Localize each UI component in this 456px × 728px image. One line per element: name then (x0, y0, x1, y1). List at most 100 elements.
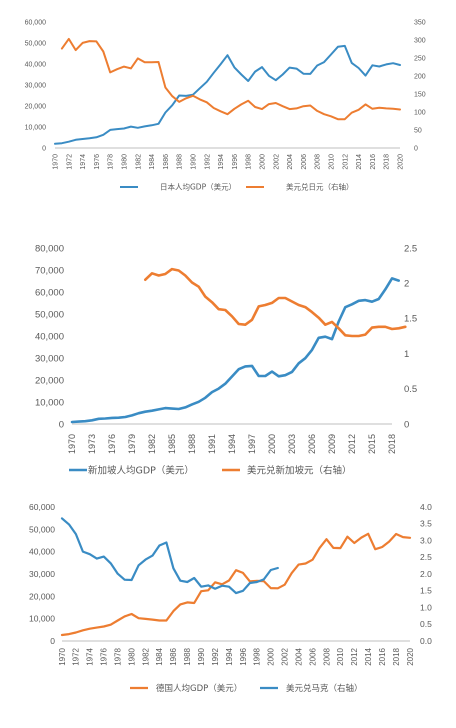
x-tick-label: 1985 (167, 434, 177, 454)
series-line-2 (60, 517, 279, 595)
series-line-1 (70, 277, 401, 424)
x-tick-label: 1990 (190, 154, 197, 170)
y-left-tick-label: 70,000 (35, 265, 64, 276)
x-tick-label: 2015 (367, 434, 377, 454)
y-left-tick-label: 10,000 (29, 614, 55, 624)
y-right-tick-label: 350 (414, 19, 426, 26)
y-right-tick-label: 0 (404, 419, 409, 430)
y-left-tick-label: 20,000 (25, 103, 47, 110)
x-tick-label: 1974 (86, 647, 95, 665)
x-tick-label: 1988 (183, 647, 192, 665)
x-tick-label: 2016 (378, 647, 387, 665)
legend-label: 美元兑马克（右轴） (286, 683, 363, 694)
x-tick-label: 1984 (149, 154, 156, 170)
x-tick-label: 1996 (232, 154, 239, 170)
x-tick-label: 1988 (187, 434, 197, 454)
y-left-tick-label: 30,000 (25, 82, 47, 89)
y-left-tick-label: 0 (59, 419, 64, 430)
x-tick-label: 1976 (107, 434, 117, 454)
x-tick-label: 1998 (246, 154, 253, 170)
x-tick-label: 2012 (342, 154, 349, 170)
x-tick-label: 1986 (169, 647, 178, 665)
x-tick-label: 1972 (66, 154, 73, 170)
x-tick-label: 1997 (247, 434, 257, 454)
x-tick-label: 1970 (58, 647, 67, 665)
y-right-tick-label: 3.0 (420, 535, 432, 545)
y-right-tick-label: 100 (414, 109, 426, 116)
y-left-tick-label: 30,000 (35, 353, 64, 364)
y-right-tick-label: 3.5 (420, 519, 432, 529)
y-left-tick-label: 80,000 (35, 243, 64, 254)
x-tick-label: 2004 (294, 647, 303, 665)
y-right-tick-label: 1 (404, 349, 409, 360)
y-left-tick-label: 50,000 (25, 40, 47, 47)
x-tick-label: 1996 (239, 647, 248, 665)
x-tick-label: 1976 (100, 647, 109, 665)
x-tick-label: 2020 (406, 647, 415, 665)
y-right-tick-label: 0.0 (420, 636, 432, 646)
x-tick-label: 1986 (163, 154, 170, 170)
x-tick-label: 2002 (281, 647, 290, 665)
x-tick-label: 2012 (347, 434, 357, 454)
y-left-tick-label: 30,000 (29, 569, 55, 579)
y-left-tick-label: 0 (50, 636, 55, 646)
x-tick-label: 2009 (327, 434, 337, 454)
x-tick-label: 1970 (67, 434, 77, 454)
x-tick-label: 1972 (72, 647, 81, 665)
x-tick-label: 1982 (141, 647, 150, 665)
x-tick-label: 1973 (87, 434, 97, 454)
series-line-2 (144, 267, 407, 338)
x-tick-label: 2010 (336, 647, 345, 665)
x-tick-label: 1978 (113, 647, 122, 665)
x-tick-label: 2003 (287, 434, 297, 454)
legend-label: 美元兑新加坡元（右轴） (247, 464, 352, 476)
x-tick-label: 2006 (307, 434, 317, 454)
x-tick-label: 1990 (197, 647, 206, 665)
series-line-1 (54, 44, 401, 145)
y-right-tick-label: 200 (414, 73, 426, 80)
x-tick-label: 2006 (301, 154, 308, 170)
chart-singapore: 0 10,000 20,000 30,000 40,000 50,000 60,000 70,… (35, 243, 417, 476)
y-right-tick-label: 50 (414, 127, 422, 134)
x-tick-label: 2000 (267, 434, 277, 454)
y-right-tick-label: 2 (404, 279, 409, 290)
y-left-tick-label: 40,000 (25, 61, 47, 68)
x-tick-label: 2004 (287, 154, 294, 170)
x-tick-label: 2008 (315, 154, 322, 170)
y-left-tick-label: 40,000 (35, 331, 64, 342)
chart-germany: 0 10,000 20,000 30,000 40,000 50,000 60,000 0.0… (29, 502, 432, 694)
x-tick-label: 1980 (121, 154, 128, 170)
x-tick-label: 1982 (147, 434, 157, 454)
y-left-tick-label: 10,000 (25, 124, 47, 131)
x-tick-label: 1978 (108, 154, 115, 170)
x-tick-label: 1970 (52, 154, 59, 170)
legend-label: 德国人均GDP（美元） (156, 683, 242, 694)
x-tick-label: 2014 (356, 154, 363, 170)
y-right-tick-label: 2.5 (404, 243, 417, 254)
legend-label: 美元兑日元（右轴） (286, 182, 354, 192)
x-tick-label: 1994 (227, 434, 237, 454)
y-left-tick-label: 60,000 (25, 19, 47, 26)
y-right-tick-label: 150 (414, 91, 426, 98)
x-tick-label: 2018 (392, 647, 401, 665)
y-right-tick-label: 1.0 (420, 602, 432, 612)
x-tick-label: 1992 (211, 647, 220, 665)
legend-label: 新加坡人均GDP（美元） (88, 464, 194, 476)
x-tick-label: 1994 (225, 647, 234, 665)
x-tick-label: 1976 (94, 154, 101, 170)
y-left-tick-label: 60,000 (35, 287, 64, 298)
y-right-tick-label: 0.5 (420, 619, 432, 629)
y-left-tick-label: 50,000 (29, 524, 55, 534)
y-right-tick-label: 0.5 (404, 384, 417, 395)
x-tick-label: 1979 (127, 434, 137, 454)
x-tick-label: 1991 (207, 434, 217, 454)
x-tick-label: 2020 (397, 154, 404, 170)
y-right-tick-label: 1.5 (420, 586, 432, 596)
y-right-tick-label: 0 (414, 145, 418, 152)
y-left-tick-label: 60,000 (29, 502, 55, 512)
x-tick-label: 2018 (384, 154, 391, 170)
x-tick-label: 1998 (253, 647, 262, 665)
y-right-tick-label: 1.5 (404, 314, 417, 325)
